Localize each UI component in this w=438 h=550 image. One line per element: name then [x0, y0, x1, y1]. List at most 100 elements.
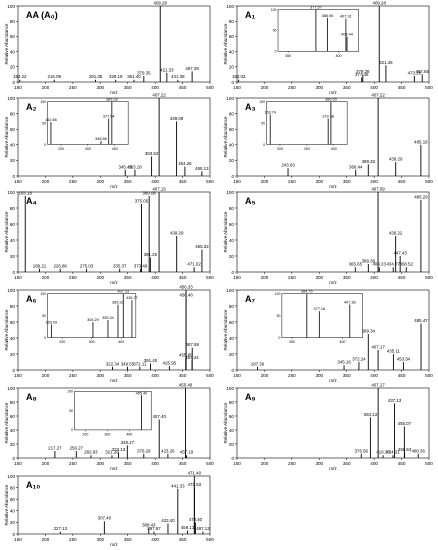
peak-label: 423.26: [161, 448, 175, 453]
peak-label: 447.43: [393, 251, 407, 256]
peak-label: 456.33: [179, 285, 193, 290]
x-tick-label: 150: [233, 85, 241, 90]
inset-y-tick-label: 100: [259, 100, 265, 104]
x-tick-label: 150: [14, 373, 22, 378]
x-tick-label: 250: [288, 85, 296, 90]
y-tick-label: 80: [10, 304, 16, 309]
peak-label: 389.34: [362, 329, 376, 334]
inset-frame: [47, 101, 129, 145]
y-tick-label: 80: [10, 19, 16, 24]
x-tick-label: 300: [315, 275, 323, 280]
peak-label: 372.24: [352, 357, 366, 362]
x-tick-label: 500: [206, 461, 214, 466]
inset-peak-label: 436.77: [126, 296, 138, 300]
panel-label: A₁₀: [26, 480, 40, 490]
x-tick-label: 300: [96, 275, 104, 280]
inset-peak-label: 162.66: [45, 118, 57, 122]
inset-x-tick-label: 200: [58, 147, 64, 151]
peak-label: 407.40: [152, 414, 166, 419]
peak-label: 217.27: [48, 446, 62, 451]
y-tick-label: 0: [12, 270, 15, 275]
peak-label: 282.93: [84, 450, 98, 455]
y-tick-label: 20: [229, 254, 235, 259]
peak-label: 275.03: [80, 263, 94, 268]
x-tick-label: 250: [69, 461, 77, 466]
peak-label: 153.02: [232, 74, 246, 79]
x-tick-label: 400: [370, 179, 378, 184]
x-tick-label: 400: [370, 275, 378, 280]
inset-y-tick-label: 50: [277, 314, 281, 318]
panel-label: A₅: [245, 196, 256, 206]
inset-peak-label: 163.09: [46, 320, 58, 324]
inset-y-tick-label: 100: [40, 292, 46, 296]
x-tick-label: 200: [261, 179, 269, 184]
inset-peak-label: 407.31: [340, 15, 352, 19]
y-tick-label: 80: [229, 206, 235, 211]
y-tick-label: 40: [10, 509, 16, 514]
peak-label: 423.40: [161, 518, 175, 523]
panel-label: A₉: [245, 392, 256, 402]
peak-label: 189.21: [33, 263, 47, 268]
y-tick-label: 40: [229, 238, 235, 243]
inset-peak-label: 377.16: [314, 307, 326, 311]
x-tick-label: 350: [343, 179, 351, 184]
peak-label: 455.07: [398, 421, 412, 426]
x-tick-label: 300: [96, 85, 104, 90]
peak-label: 391.25: [144, 252, 158, 257]
y-tick-label: 100: [226, 190, 234, 195]
inset-frame: [74, 391, 152, 431]
y-tick-label: 0: [12, 174, 15, 179]
y-tick-label: 60: [10, 320, 16, 325]
peak-label: 307.40: [98, 516, 112, 521]
peak-label: 407.27: [371, 383, 385, 388]
x-tick-label: 350: [124, 179, 132, 184]
peak-label: 409.28: [154, 1, 168, 6]
peak-label: 454.26: [178, 161, 192, 166]
x-tick-label: 200: [42, 373, 50, 378]
peak-label: 471.40: [188, 471, 202, 476]
y-tick-label: 100: [226, 96, 234, 101]
y-axis-label: Relative Abundance: [4, 116, 9, 157]
y-axis-label: Relative Abundance: [4, 484, 9, 525]
inset-x-tick-label: 300: [304, 147, 310, 151]
peak-label: 163.18: [19, 191, 33, 196]
inset-peak-label: 348.88: [95, 137, 107, 141]
y-tick-label: 0: [231, 174, 234, 179]
panel-label: A₆: [26, 294, 37, 304]
peak-label: 345.48: [119, 164, 133, 169]
y-axis-label: Relative Abundance: [4, 211, 9, 252]
inset-peak-label: 355.34: [102, 316, 114, 320]
x-tick-label: 450: [179, 179, 187, 184]
y-tick-label: 100: [226, 386, 234, 391]
x-tick-label: 500: [425, 85, 433, 90]
x-tick-label: 500: [425, 275, 433, 280]
x-tick-label: 450: [398, 275, 406, 280]
peak-label: 243.03: [281, 163, 295, 168]
x-tick-label: 500: [206, 85, 214, 90]
peak-label: 409.23: [372, 262, 386, 267]
inset-peak-label: 389.55: [325, 98, 337, 102]
peak-label: 471.02: [187, 262, 201, 267]
y-axis-label: Relative Abundance: [4, 23, 9, 64]
x-tick-label: 500: [425, 461, 433, 466]
panel-label: A₈: [26, 392, 37, 402]
peak-label: 407.09: [371, 187, 385, 192]
x-tick-label: 300: [315, 179, 323, 184]
y-tick-label: 20: [10, 254, 16, 259]
peak-label: 435.11: [387, 349, 401, 354]
peak-label: 349.27: [121, 440, 135, 445]
inset-x-tick-label: 300: [85, 147, 91, 151]
x-tick-label: 300: [315, 85, 323, 90]
x-axis-label: m/z: [329, 378, 337, 383]
x-axis-label: m/z: [110, 466, 118, 471]
y-tick-label: 60: [10, 34, 16, 39]
y-tick-label: 100: [7, 190, 15, 195]
plot-frame: [236, 5, 430, 83]
peak-label: 226.86: [53, 263, 67, 268]
peak-label: 485.19: [414, 139, 428, 144]
x-tick-label: 300: [96, 461, 104, 466]
